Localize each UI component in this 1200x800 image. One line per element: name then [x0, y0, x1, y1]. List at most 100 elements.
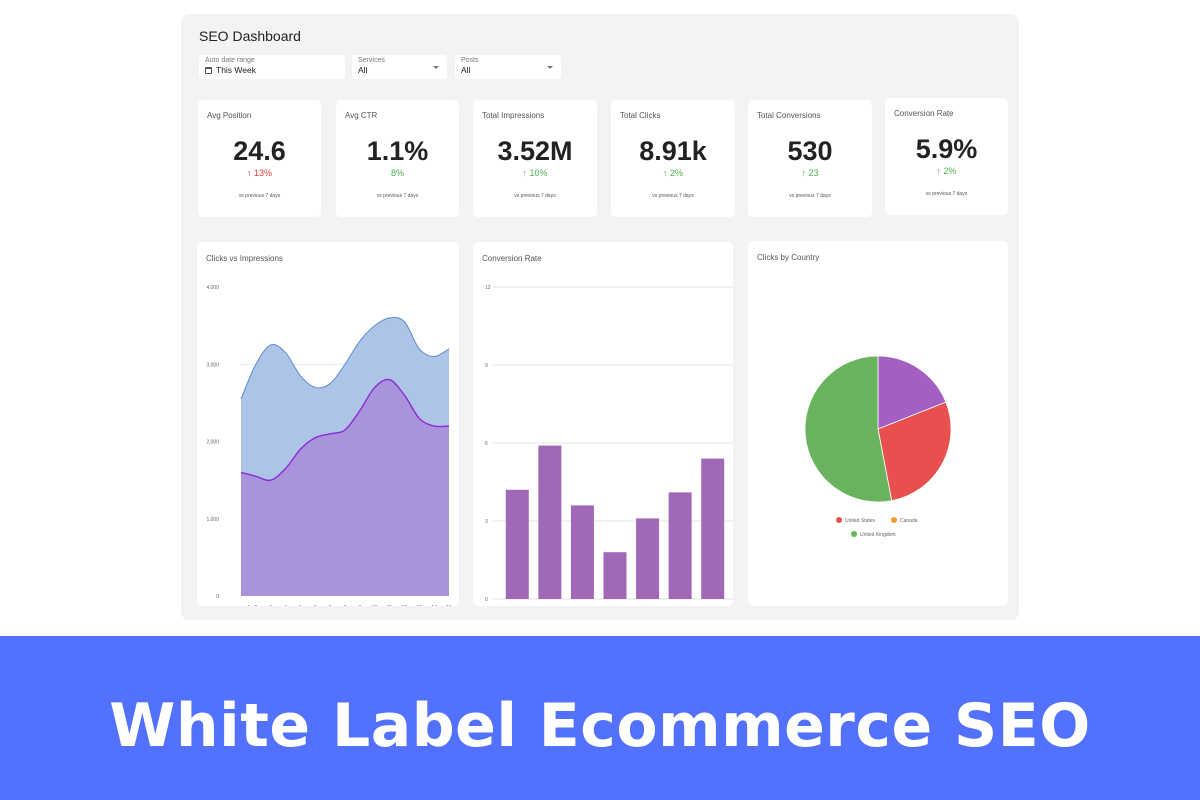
- x-tick-label: 2: [254, 605, 257, 606]
- pie-slice: [877, 401, 952, 502]
- bar: [505, 489, 529, 599]
- x-tick-label: 15: [446, 605, 452, 606]
- kpi-card-total-conversions[interactable]: Total Conversions 530 ↑ 23 vs previous 7…: [748, 100, 872, 217]
- filter-value: All: [358, 65, 368, 75]
- pie-chart: United States Canada United Kingdom: [804, 355, 952, 538]
- bar: [701, 458, 725, 599]
- legend-label: Canada: [900, 518, 918, 524]
- y-tick-label: 3: [485, 519, 488, 525]
- y-tick-label: 3,000: [206, 362, 219, 368]
- bar: [538, 445, 562, 599]
- kpi-card-avg-ctr[interactable]: Avg CTR 1.1% 8% vs previous 7 days: [336, 100, 459, 217]
- chart-title: Clicks vs Impressions: [206, 254, 283, 263]
- kpi-note: vs previous 7 days: [238, 193, 281, 199]
- x-tick-label: 3: [269, 605, 272, 606]
- x-tick-label: 5: [299, 605, 302, 606]
- bar: [603, 552, 627, 599]
- area-chart: 4,0003,0002,0001,00001234567891011121314…: [206, 285, 452, 606]
- seo-dashboard: SEO Dashboard Auto date range This Week …: [181, 14, 1019, 620]
- kpi-note: vs previous 7 days: [925, 191, 968, 197]
- x-tick-label: 6: [314, 605, 317, 606]
- y-tick-label: 6: [485, 441, 488, 447]
- kpi-card-total-impressions[interactable]: Total Impressions 3.52M ↑ 10% vs previou…: [473, 100, 597, 217]
- filter-label: Auto date range: [205, 57, 255, 64]
- calendar-icon: [205, 67, 212, 74]
- kpi-value: 1.1%: [366, 136, 429, 166]
- y-tick-label: 0: [216, 594, 219, 600]
- y-tick-label: 4,000: [206, 285, 219, 291]
- filter-value: All: [461, 65, 471, 75]
- filter-label: Posts: [461, 57, 479, 64]
- kpi-delta: ↑ 23: [801, 168, 819, 178]
- kpi-note: vs previous 7 days: [514, 193, 556, 199]
- series-line: [240, 316, 450, 400]
- bar: [570, 505, 594, 599]
- kpi-card-conversion-rate[interactable]: Conversion Rate 5.9% ↑ 2% vs previous 7 …: [885, 98, 1008, 215]
- kpi-label: Total Clicks: [620, 111, 661, 120]
- bar-chart: 12 9 6 3 0: [485, 285, 733, 603]
- kpi-label: Conversion Rate: [894, 109, 954, 118]
- x-tick-label: 13: [417, 605, 423, 606]
- kpi-delta: ↑ 2%: [662, 168, 683, 178]
- legend-label: United States: [845, 518, 876, 524]
- chevron-down-icon: [433, 66, 439, 69]
- x-tick-label: 11: [387, 605, 392, 606]
- kpi-value: 24.6: [233, 136, 286, 166]
- pie-slice: [804, 355, 893, 503]
- title-banner: White Label Ecommerce SEO: [0, 636, 1200, 800]
- legend-marker: [851, 531, 857, 537]
- x-tick-label: 10: [372, 605, 378, 606]
- posts-filter[interactable]: Posts All: [455, 55, 561, 79]
- legend-marker: [891, 517, 897, 523]
- y-tick-label: 1,000: [206, 517, 219, 523]
- chart-title: Clicks by Country: [757, 253, 820, 262]
- chevron-down-icon: [547, 66, 553, 69]
- series-line: [240, 378, 450, 482]
- y-tick-label: 12: [485, 285, 491, 291]
- kpi-delta: ↑ 2%: [936, 166, 957, 176]
- filter-value: This Week: [216, 65, 256, 75]
- series-area: [241, 379, 449, 596]
- x-tick-label: 4: [284, 605, 287, 606]
- x-tick-label: 1: [248, 605, 251, 606]
- kpi-delta: 8%: [390, 168, 404, 178]
- kpi-value: 3.52M: [497, 136, 573, 166]
- kpi-note: vs previous 7 days: [376, 193, 419, 199]
- kpi-delta: ↑ 13%: [246, 168, 272, 178]
- legend-marker: [836, 517, 842, 523]
- y-tick-label: 0: [485, 597, 488, 603]
- kpi-card-avg-position[interactable]: Avg Position 24.6 ↑ 13% vs previous 7 da…: [198, 100, 321, 217]
- kpi-card-total-clicks[interactable]: Total Clicks 8.91k ↑ 2% vs previous 7 da…: [611, 100, 735, 217]
- bar: [636, 518, 660, 599]
- chart-title: Conversion Rate: [482, 254, 542, 263]
- x-tick-label: 7: [329, 605, 332, 606]
- legend-label: United Kingdom: [860, 532, 896, 538]
- dashboard-title: SEO Dashboard: [199, 28, 301, 44]
- clicks-by-country-panel: Clicks by Country United States Canada Uni…: [748, 241, 1008, 606]
- kpi-note: vs previous 7 days: [652, 193, 694, 199]
- kpi-label: Total Conversions: [757, 111, 821, 120]
- services-filter[interactable]: Services All: [352, 55, 447, 79]
- kpi-value: 530: [787, 136, 833, 166]
- kpi-label: Total Impressions: [482, 111, 545, 120]
- x-tick-label: 14: [431, 605, 437, 606]
- kpi-note: vs previous 7 days: [789, 193, 831, 199]
- kpi-label: Avg CTR: [345, 111, 378, 120]
- x-tick-label: 8: [344, 605, 347, 606]
- pie-slice: [877, 355, 947, 430]
- kpi-label: Avg Position: [207, 111, 252, 120]
- y-tick-label: 2,000: [206, 440, 219, 446]
- kpi-value: 5.9%: [915, 134, 978, 164]
- filter-label: Services: [358, 57, 385, 64]
- date-range-filter[interactable]: Auto date range This Week: [199, 55, 345, 79]
- bar: [668, 492, 692, 599]
- banner-title: White Label Ecommerce SEO: [109, 691, 1091, 761]
- clicks-vs-impressions-panel: Clicks vs Impressions 4,000 3,000 2,000 1,0…: [197, 242, 459, 606]
- conversion-rate-panel: Conversion Rate 12 9 6 3 0: [473, 242, 733, 606]
- y-tick-label: 9: [485, 363, 488, 369]
- kpi-value: 8.91k: [639, 136, 707, 166]
- kpi-delta: ↑ 10%: [522, 168, 548, 178]
- x-tick-label: 9: [358, 605, 361, 606]
- x-tick-label: 12: [402, 605, 408, 606]
